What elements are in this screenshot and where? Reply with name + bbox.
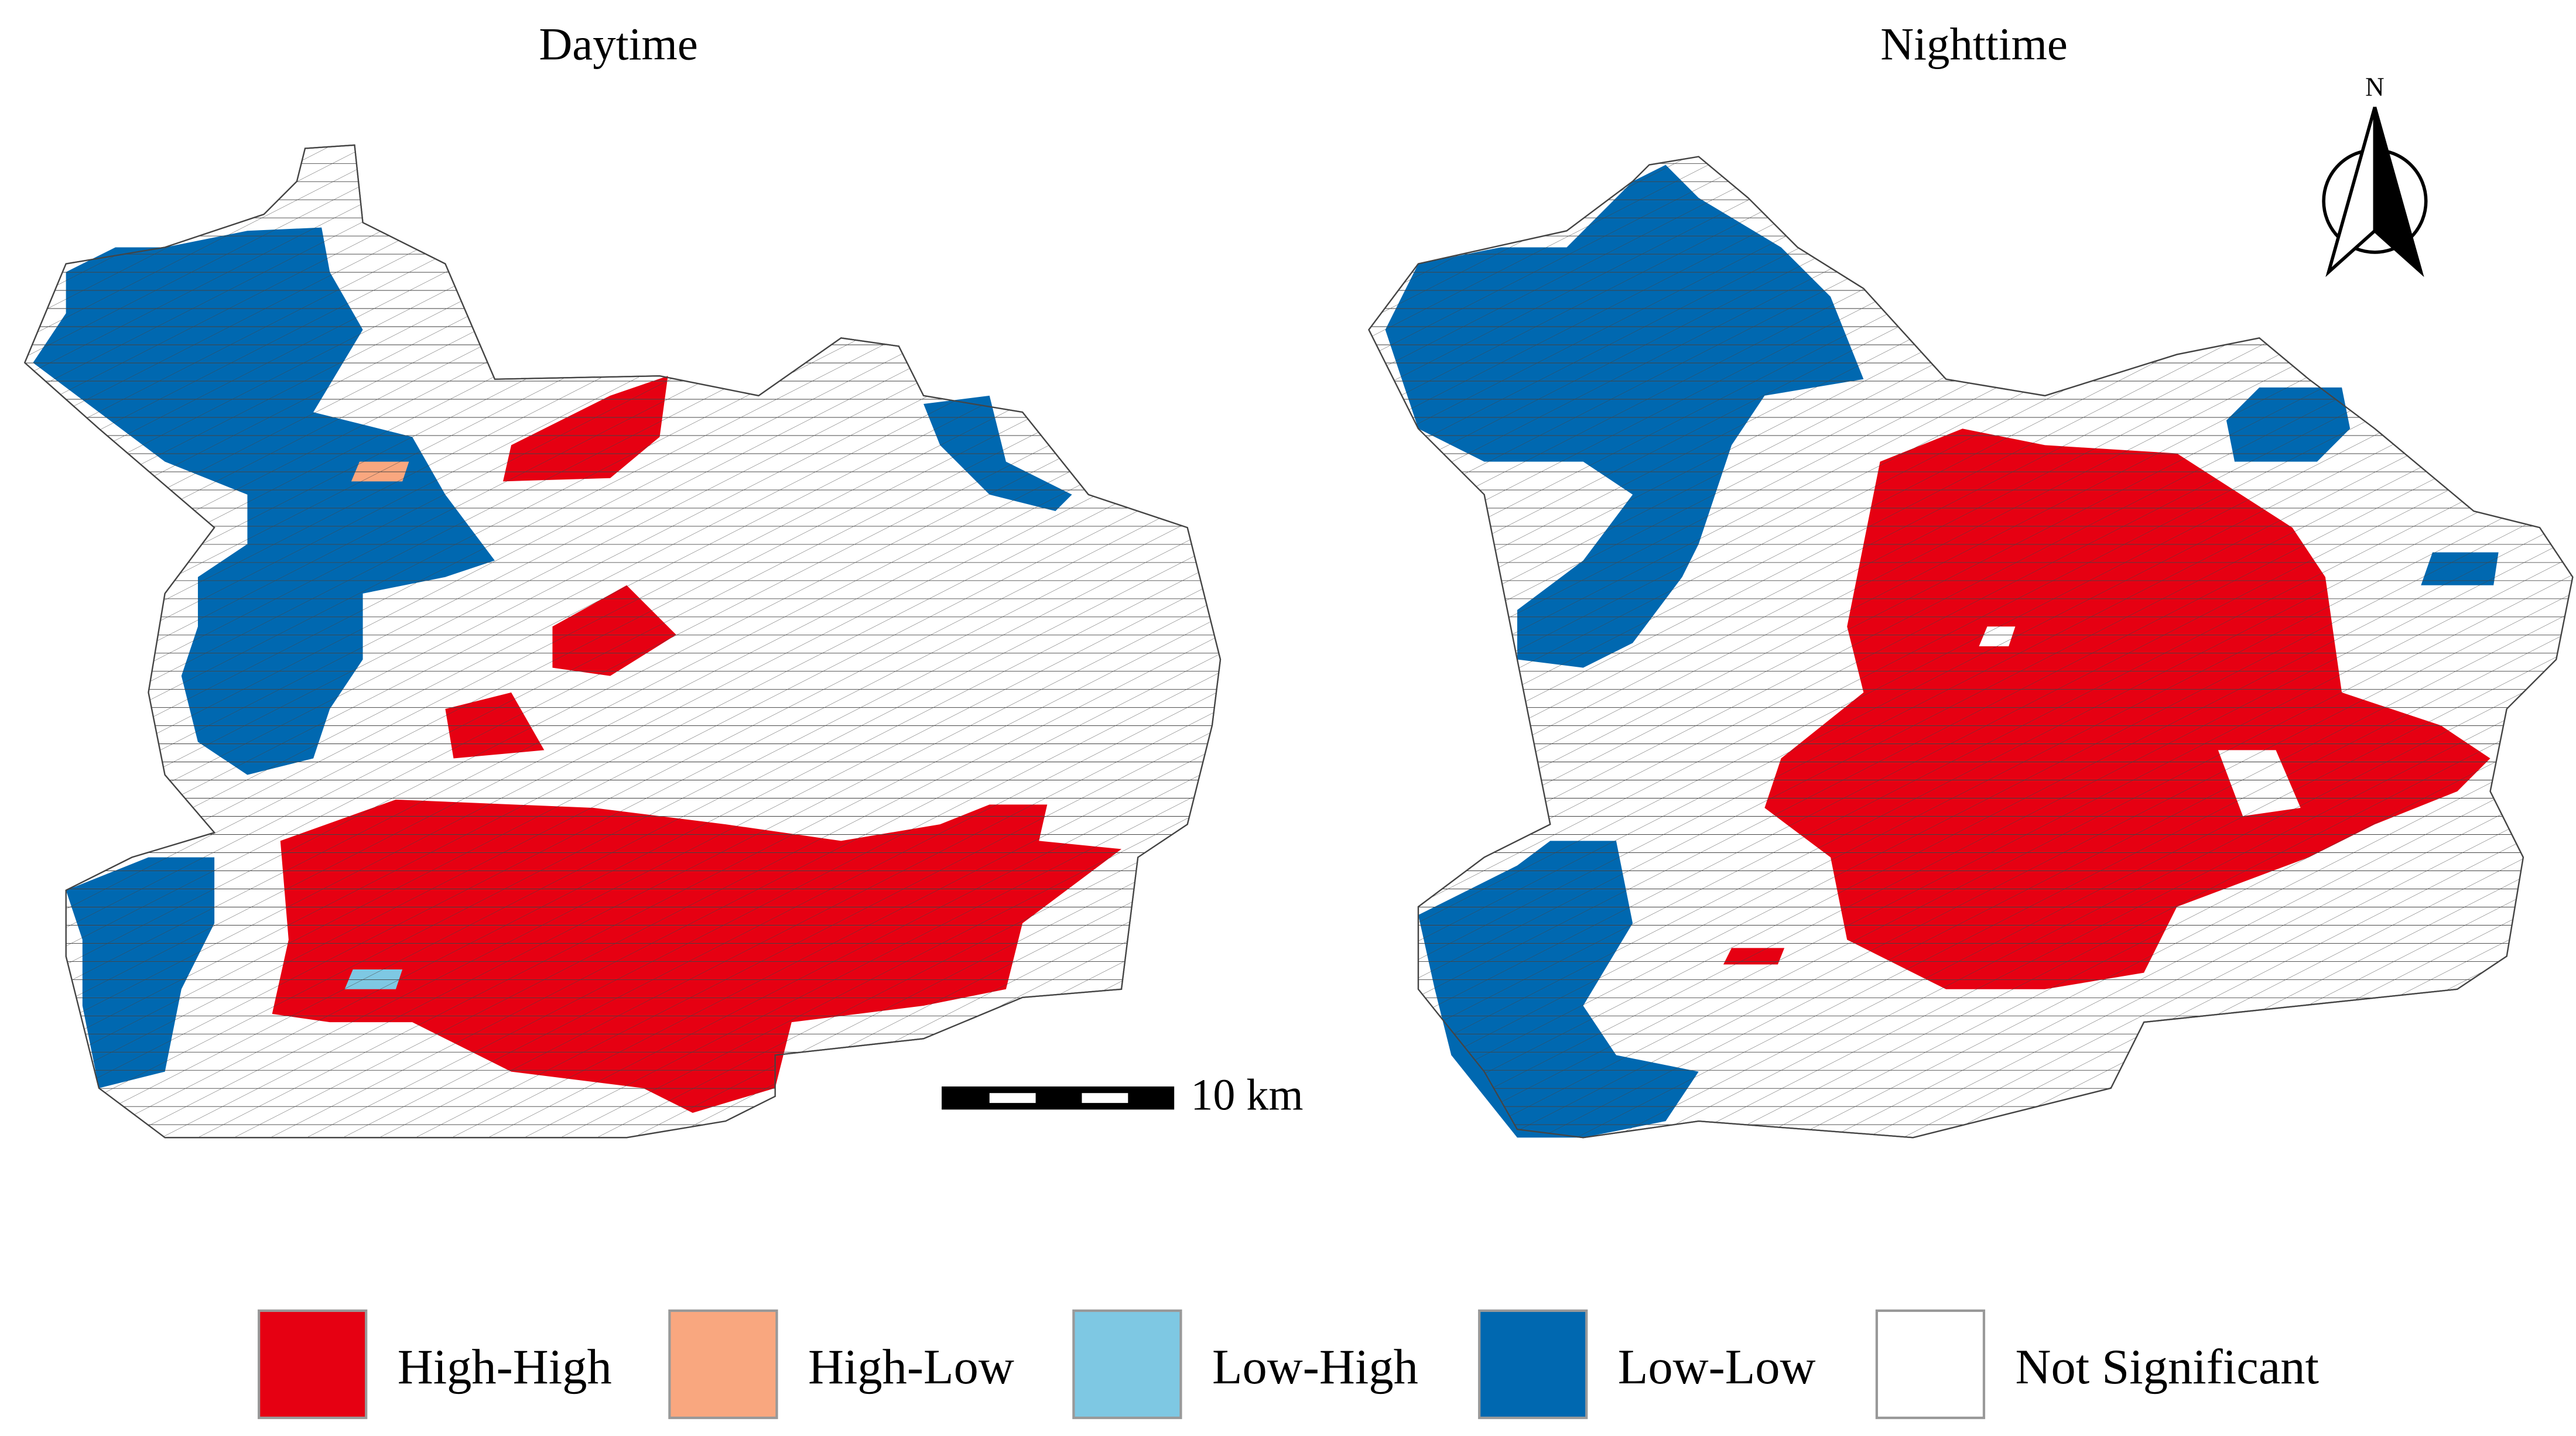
map-title: Nighttime xyxy=(1880,19,2068,70)
legend-swatch xyxy=(258,1309,368,1420)
daytime-map xyxy=(23,144,1222,1139)
scale-label: 10 km xyxy=(1190,1070,1303,1119)
north-label: N xyxy=(2365,72,2385,101)
legend-label: Low-High xyxy=(1212,1340,1418,1394)
legend-label: High-High xyxy=(398,1340,612,1394)
north-arrow: N xyxy=(2322,72,2428,277)
legend-label: Not Significant xyxy=(2015,1340,2318,1394)
legend-swatch xyxy=(1875,1309,1986,1420)
grid-cells xyxy=(1368,156,2574,1139)
legend-swatch xyxy=(1072,1309,1182,1420)
scale-bar: 10 km xyxy=(942,1070,1303,1119)
map-title: Daytime xyxy=(539,19,697,70)
legend-swatch xyxy=(668,1309,778,1420)
legend-label: High-Low xyxy=(808,1340,1014,1394)
legend-label: Low-Low xyxy=(1618,1340,1816,1394)
legend: High-High High-Low Low-High Low-Low Not Sign… xyxy=(258,1309,2319,1420)
nighttime-map xyxy=(1368,156,2574,1139)
legend-swatch xyxy=(1478,1309,1588,1420)
grid-cells xyxy=(23,144,1222,1139)
